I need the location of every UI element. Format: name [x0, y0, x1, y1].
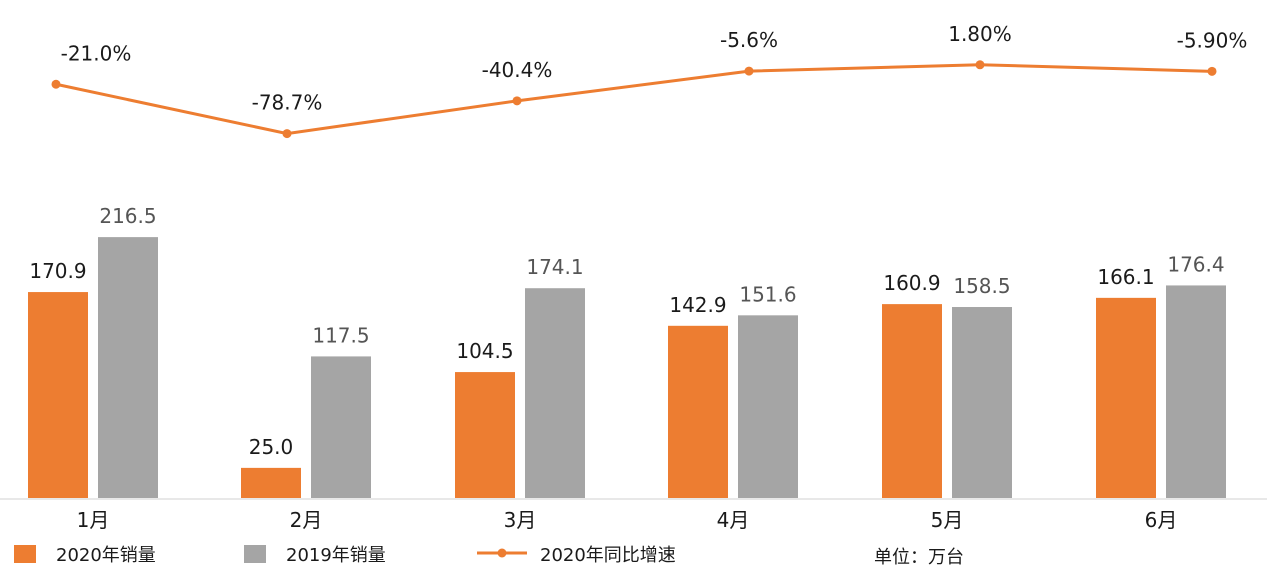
bar-2020-data-label: 166.1	[1097, 265, 1154, 289]
legend: 2020年销量 2019年销量 2020年同比增速 单位：万台	[14, 545, 964, 568]
growth-point	[744, 66, 754, 76]
labels-layer: 170.9 216.5 25.0 117.5 104.5 174.1 142.9 151.6 1…	[29, 22, 1247, 459]
growth-data-label: 1.80%	[948, 22, 1012, 46]
growth-point	[512, 96, 522, 106]
x-tick-label: 1月	[77, 508, 110, 532]
bar-2020-data-label: 104.5	[456, 339, 513, 363]
x-tick-label: 2月	[290, 508, 323, 532]
legend-item-2020: 2020年销量	[14, 545, 156, 566]
growth-data-label: -21.0%	[61, 41, 132, 65]
growth-point	[1207, 66, 1217, 76]
x-tick-label: 5月	[931, 508, 964, 532]
bar-2019-data-label: 174.1	[526, 255, 583, 279]
unit-note: 单位：万台	[874, 547, 964, 568]
bar-2019	[738, 315, 798, 498]
bar-2020-data-label: 142.9	[669, 293, 726, 317]
growth-point	[282, 129, 292, 139]
growth-point	[975, 60, 985, 70]
legend-item-2019: 2019年销量	[244, 545, 386, 566]
bar-2019	[525, 288, 585, 498]
legend-swatch-2019	[244, 545, 266, 563]
bar-2019	[1166, 285, 1226, 498]
bar-2019	[311, 356, 371, 498]
x-tick-label: 6月	[1145, 508, 1178, 532]
bar-2019-data-label: 117.5	[312, 323, 369, 347]
growth-data-label: -40.4%	[482, 58, 553, 82]
bar-2019-data-label: 151.6	[739, 282, 796, 306]
bar-2020	[882, 304, 942, 498]
bar-2020	[28, 292, 88, 498]
bar-2019-data-label: 216.5	[99, 204, 156, 228]
bar-2019-data-label: 176.4	[1167, 252, 1224, 276]
legend-label-growth: 2020年同比增速	[540, 545, 676, 566]
growth-line	[55, 63, 1213, 136]
growth-data-label: -78.7%	[252, 91, 323, 115]
legend-item-growth: 2020年同比增速	[477, 545, 676, 566]
bar-2020-data-label: 170.9	[29, 259, 86, 283]
bar-2019	[952, 307, 1012, 498]
x-tick-label: 3月	[504, 508, 537, 532]
bar-2020	[668, 325, 728, 498]
bar-2020	[1096, 297, 1156, 498]
bar-2020	[455, 372, 515, 498]
growth-data-label: -5.90%	[1177, 28, 1248, 52]
bars-layer	[28, 237, 1226, 498]
legend-marker-growth	[497, 548, 507, 558]
growth-data-label: -5.6%	[720, 28, 778, 52]
growth-point	[51, 79, 61, 89]
bar-2020-data-label: 25.0	[249, 435, 294, 459]
legend-swatch-2020	[14, 545, 36, 563]
legend-label-2019: 2019年销量	[286, 545, 386, 566]
bar-2020	[241, 467, 301, 498]
bar-2019-data-label: 158.5	[953, 274, 1010, 298]
growth-line-layer	[51, 60, 1217, 139]
x-tick-label: 4月	[717, 508, 750, 532]
x-axis: 1月 2月 3月 4月 5月 6月	[0, 498, 1267, 532]
legend-label-2020: 2020年销量	[56, 545, 156, 566]
bar-2019	[98, 237, 158, 498]
bar-2020-data-label: 160.9	[883, 271, 940, 295]
